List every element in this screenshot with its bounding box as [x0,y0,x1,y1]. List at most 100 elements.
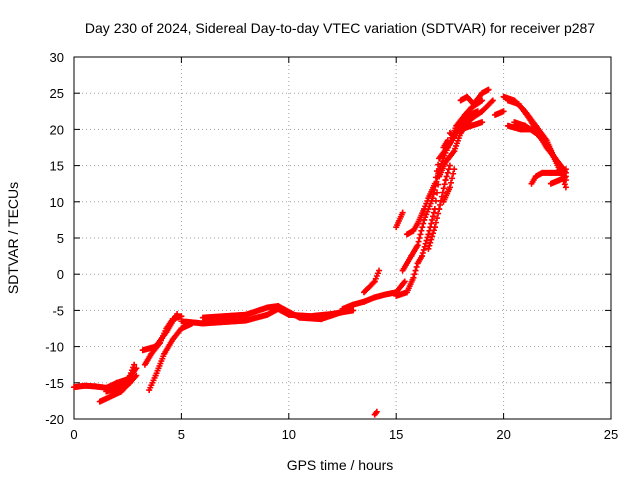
data-point [133,365,140,372]
data-point [443,173,450,180]
data-point [562,184,569,191]
y-tick-label: -15 [45,376,64,391]
data-point [417,231,424,238]
data-point [434,168,441,175]
data-point [426,242,433,249]
data-point [436,206,443,213]
data-track [146,320,196,394]
data-point [435,210,442,217]
data-point [401,278,408,285]
data-point [442,177,449,184]
x-tick-label: 25 [604,427,618,442]
x-tick-label: 0 [70,427,77,442]
data-point [370,279,377,286]
data-point [431,180,438,187]
y-tick-label: 30 [50,50,64,65]
chart-title: Day 230 of 2024, Sidereal Day-to-day VTE… [85,20,595,36]
data-point [430,230,437,237]
data-point [423,237,430,244]
data-track [446,130,458,140]
data-point [131,361,138,368]
x-tick-label: 15 [389,427,403,442]
y-tick-label: 25 [50,86,64,101]
data-point [174,311,181,318]
data-track [457,119,486,133]
x-tick-label: 20 [496,427,510,442]
data-point [427,239,434,246]
axis-ticks: 0 5 10 15 20 25 -20 -15 -10 -5 0 5 10 15 20 25 30 [45,50,618,442]
data-point [430,209,437,216]
data-point [435,161,442,168]
data-track [103,361,138,395]
data-point [444,169,451,176]
y-tick-label: 15 [50,159,64,174]
data-point [450,132,457,139]
data-track [492,108,507,118]
data-track [440,137,451,151]
data-point [373,408,380,415]
data-point [474,108,481,115]
data-point [562,173,569,180]
data-track [425,162,453,252]
data-point [451,133,458,140]
data-point [414,242,421,249]
data-point [428,220,435,227]
data-point [376,267,383,274]
data-point [562,166,569,173]
data-marks [71,86,569,418]
data-point [429,216,436,223]
y-tick-label: -5 [52,303,64,318]
x-axis-label: GPS time / hours [287,457,394,473]
data-point [425,231,432,238]
y-tick-label: -10 [45,340,64,355]
data-point [489,97,496,104]
data-point [421,243,428,250]
data-track [139,311,181,354]
data-track [440,166,458,205]
data-point [424,234,431,241]
data-track [547,173,569,187]
data-point [425,245,432,252]
data-track [178,305,357,327]
data-point [399,209,406,216]
data-point [446,162,453,169]
data-point [410,274,417,281]
data-track [528,166,569,187]
data-point [438,193,445,200]
gridlines [74,57,611,419]
data-point [418,253,425,260]
data-point [446,184,453,191]
data-point [434,215,441,222]
data-point [451,166,458,173]
data-point [178,313,185,320]
data-point [500,108,507,115]
y-axis-label: SDTVAR / TECUs [5,182,21,294]
y-tick-label: 20 [50,122,64,137]
data-point [449,175,456,182]
y-tick-label: 5 [57,231,64,246]
y-tick-label: -20 [45,412,64,427]
data-point [439,189,446,196]
data-point [411,271,418,278]
data-track [360,267,383,296]
data-point [420,220,427,227]
data-track [141,313,185,368]
data-point [429,233,436,240]
data-track [371,408,380,418]
data-point [428,236,435,243]
data-point [422,240,429,247]
data-point [441,181,448,188]
data-point [432,219,439,226]
data-point [419,249,426,256]
data-point [479,119,486,126]
data-track [504,122,569,191]
data-point [418,227,425,234]
data-point [133,372,140,379]
data-point [447,179,454,186]
y-tick-label: 0 [57,267,64,282]
data-point [415,238,422,245]
data-point [450,170,457,177]
data-point [437,201,444,208]
data-track [457,86,492,108]
data-point [485,86,492,93]
